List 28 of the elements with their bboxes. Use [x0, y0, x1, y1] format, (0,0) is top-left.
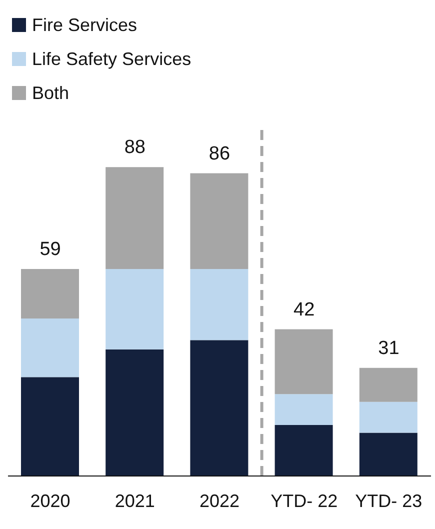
bar: [21, 269, 79, 318]
bar: [274, 329, 333, 394]
bar: [274, 394, 333, 426]
x-tick-label: YTD- 22: [270, 490, 338, 511]
bar: [190, 173, 248, 270]
legend-label: Life Safety Services: [32, 48, 192, 71]
x-tick-label: 2022: [199, 490, 240, 511]
annotation: 59: [40, 239, 61, 260]
annotation: 42: [294, 299, 315, 320]
bar: [359, 402, 418, 433]
bar: [274, 425, 333, 476]
bar: [359, 432, 418, 476]
annotation: 31: [378, 338, 400, 359]
legend-label: Both: [32, 82, 70, 105]
x-tick-label: YTD- 23: [355, 490, 422, 511]
legend-label: Fire Services: [32, 14, 138, 37]
bar: [106, 167, 164, 270]
bar: [21, 377, 79, 476]
annotation: 86: [208, 143, 230, 164]
bar: [106, 349, 164, 476]
bar: [106, 269, 164, 350]
bar: [21, 318, 79, 378]
bar: [190, 269, 248, 340]
x-tick-label: 2020: [30, 490, 70, 511]
x-tick-label: 2021: [114, 490, 155, 511]
annotation: 88: [124, 137, 146, 158]
bar: [190, 340, 248, 476]
bar: [359, 368, 418, 402]
